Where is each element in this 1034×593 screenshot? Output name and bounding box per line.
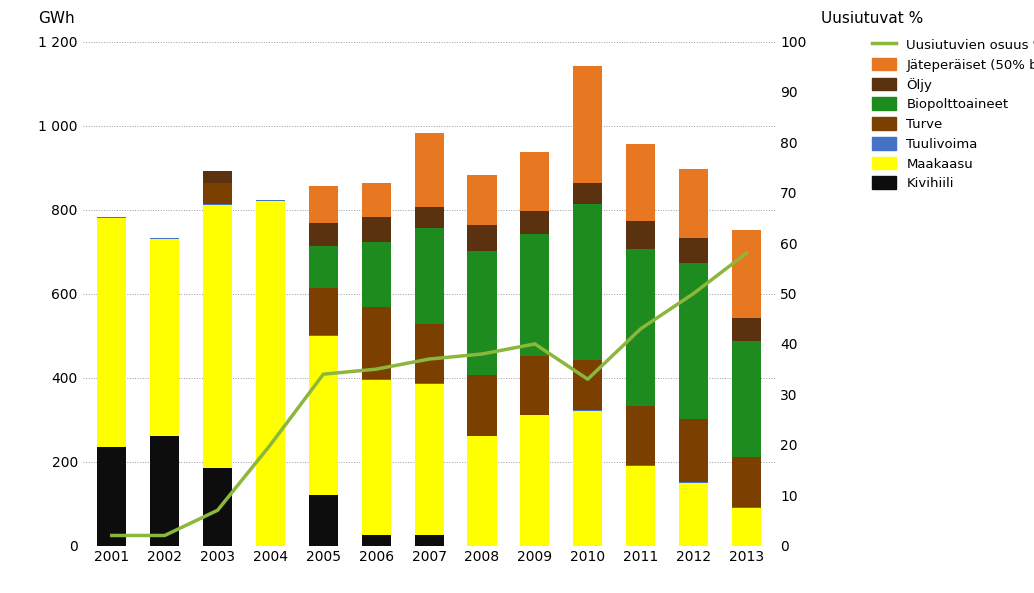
Bar: [415, 324, 444, 383]
Bar: [627, 144, 656, 221]
Bar: [203, 468, 232, 546]
Bar: [362, 379, 391, 380]
Bar: [520, 356, 549, 415]
Bar: [732, 341, 761, 457]
Bar: [467, 436, 496, 546]
Bar: [415, 535, 444, 546]
Bar: [309, 495, 338, 546]
Bar: [97, 218, 126, 447]
Bar: [627, 406, 656, 465]
Bar: [97, 216, 126, 218]
Bar: [732, 507, 761, 508]
Text: Uusiutuvat %: Uusiutuvat %: [821, 11, 922, 27]
Bar: [150, 436, 179, 546]
Bar: [573, 411, 602, 546]
Bar: [362, 243, 391, 307]
Bar: [415, 133, 444, 206]
Bar: [309, 186, 338, 224]
Bar: [679, 169, 708, 238]
Bar: [732, 508, 761, 546]
Bar: [362, 307, 391, 379]
Bar: [467, 435, 496, 436]
Bar: [573, 183, 602, 205]
Bar: [627, 248, 656, 406]
Bar: [415, 383, 444, 384]
Bar: [203, 183, 232, 205]
Bar: [309, 224, 338, 247]
Bar: [679, 482, 708, 483]
Bar: [309, 247, 338, 288]
Bar: [362, 535, 391, 546]
Bar: [309, 336, 338, 495]
Bar: [309, 288, 338, 334]
Bar: [627, 465, 656, 466]
Bar: [467, 175, 496, 225]
Bar: [203, 171, 232, 183]
Bar: [520, 415, 549, 546]
Bar: [520, 152, 549, 211]
Bar: [203, 205, 232, 468]
Bar: [573, 66, 602, 183]
Bar: [573, 410, 602, 411]
Bar: [732, 318, 761, 341]
Bar: [255, 201, 285, 546]
Bar: [415, 206, 444, 228]
Bar: [97, 447, 126, 546]
Bar: [679, 238, 708, 263]
Bar: [255, 200, 285, 201]
Bar: [415, 228, 444, 324]
Bar: [467, 225, 496, 251]
Bar: [150, 239, 179, 436]
Bar: [732, 229, 761, 318]
Bar: [573, 360, 602, 410]
Bar: [415, 384, 444, 535]
Bar: [679, 263, 708, 419]
Legend: Uusiutuvien osuus %, Jäteperäiset (50% bio), Öljy, Biopolttoaineet, Turve, Tuuli: Uusiutuvien osuus %, Jäteperäiset (50% b…: [872, 38, 1034, 190]
Bar: [679, 483, 708, 546]
Bar: [520, 211, 549, 234]
Bar: [732, 457, 761, 507]
Bar: [627, 466, 656, 546]
Bar: [573, 205, 602, 360]
Text: GWh: GWh: [37, 11, 74, 27]
Bar: [627, 221, 656, 248]
Bar: [150, 238, 179, 239]
Bar: [467, 375, 496, 435]
Bar: [362, 183, 391, 217]
Bar: [362, 217, 391, 243]
Bar: [520, 234, 549, 356]
Bar: [679, 419, 708, 482]
Bar: [362, 380, 391, 535]
Bar: [309, 334, 338, 336]
Bar: [467, 251, 496, 375]
